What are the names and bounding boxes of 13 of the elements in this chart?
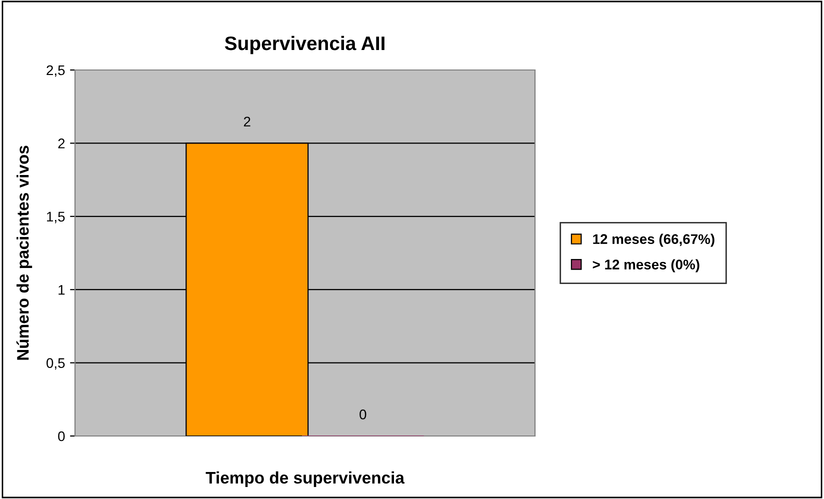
y-tick-label: 1,5 [47, 212, 65, 224]
y-axis-title: Número de pacientes vivos [16, 146, 32, 360]
legend-label: 12 meses (66,67%) [593, 234, 714, 247]
y-tick-label: 0 [58, 431, 65, 442]
y-tick-label: 0,5 [46, 358, 65, 370]
y-tick-label: 1 [58, 285, 65, 295]
data-label: 2 [244, 116, 250, 126]
x-axis-title: Tiempo de supervivencia [206, 471, 405, 487]
y-tick-label: 2,5 [46, 65, 65, 77]
legend-label: > 12 meses (0%) [592, 259, 700, 272]
chart-title: Supervivencia AII [224, 36, 384, 54]
data-label: 0 [360, 410, 366, 420]
y-tick-label: 2 [58, 138, 65, 148]
